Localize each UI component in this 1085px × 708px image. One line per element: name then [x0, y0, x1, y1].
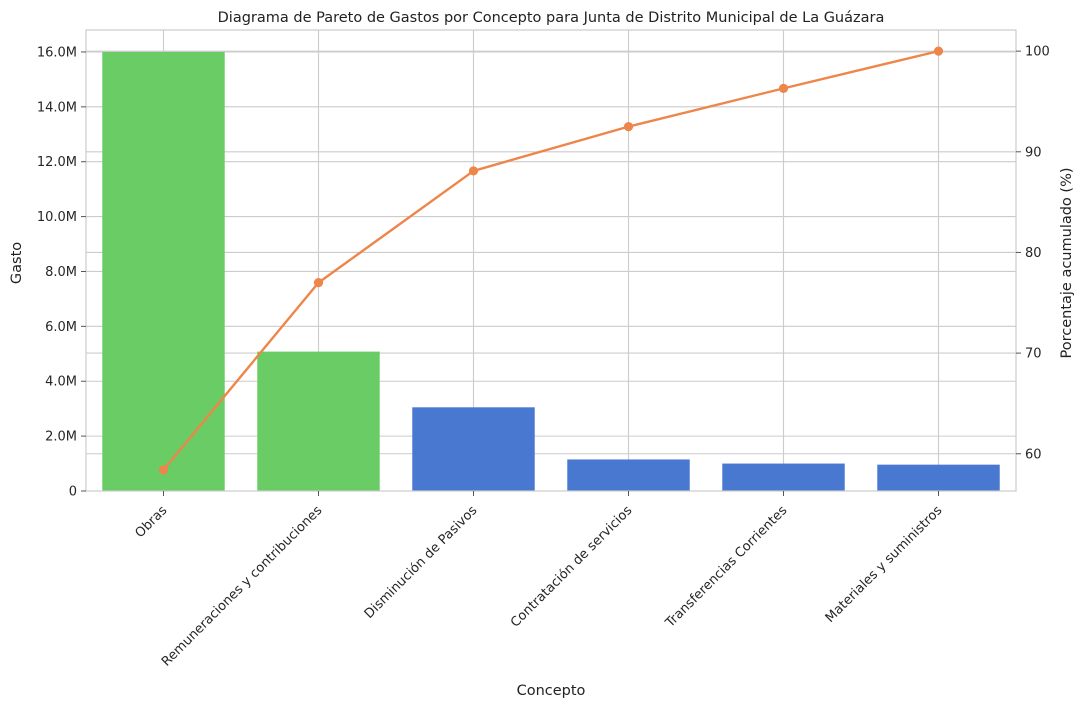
y2-axis-label: Porcentaje acumulado (%): [1059, 167, 1075, 358]
bar-1: [257, 351, 380, 491]
cumulative-point-0: [158, 465, 169, 475]
y2-tick-label-2: 80: [1025, 246, 1042, 261]
cumulative-point-1: [313, 278, 324, 288]
bar-3: [567, 459, 690, 491]
cumulative-point-3: [623, 122, 634, 132]
y-tick-label-3: 6.0M: [45, 320, 77, 335]
y-tick-label-8: 16.0M: [37, 45, 77, 60]
y-tick-label-4: 8.0M: [45, 265, 77, 280]
y-tick-label-1: 2.0M: [45, 430, 77, 445]
grid: [86, 30, 1016, 492]
chart-title: Diagrama de Pareto de Gastos por Concept…: [218, 10, 885, 26]
x-axis-label: Concepto: [517, 683, 586, 699]
y-axis-label: Gasto: [9, 242, 25, 284]
x-tick-label-3: Contratación de servicios: [508, 503, 636, 631]
bars: [102, 51, 1000, 491]
y-axis-left: 0 2.0M 4.0M 6.0M 8.0M 10.0M 12.0M 14.0M 16.0M: [37, 45, 86, 500]
y-tick-label-5: 10.0M: [37, 210, 77, 225]
bar-2: [412, 407, 535, 491]
x-tick-label-5: Materiales y suministros: [823, 503, 946, 626]
y-tick-label-0: 0: [69, 485, 77, 500]
y-tick-label-7: 14.0M: [37, 100, 77, 115]
bar-5: [877, 464, 1000, 491]
plot-border: [85, 29, 1017, 492]
y2-tick-label-4: 100: [1025, 45, 1050, 60]
cumulative-point-4: [778, 83, 789, 93]
y2-tick-label-3: 90: [1025, 145, 1042, 160]
cumulative-line-path: [162, 49, 939, 471]
cumulative-line: [158, 46, 944, 475]
x-tick-label-0: Obras: [132, 503, 170, 541]
y-tick-label-6: 12.0M: [37, 155, 77, 170]
y-tick-label-2: 4.0M: [45, 375, 77, 390]
y-axis-right: 60 70 80 90 100: [1016, 45, 1050, 462]
y2-tick-label-0: 60: [1025, 447, 1042, 462]
bar-4: [722, 463, 845, 491]
x-tick-label-4: Transferencias Corrientes: [662, 503, 790, 631]
x-tick-label-2: Disminución de Pasivos: [362, 503, 481, 622]
cumulative-point-2: [468, 166, 479, 176]
bar-0: [102, 51, 225, 491]
cumulative-point-5: [933, 46, 944, 56]
y2-tick-label-1: 70: [1025, 347, 1042, 362]
plot-frame: [85, 29, 1017, 492]
x-tick-label-1: Remuneraciones y contribuciones: [159, 503, 325, 669]
